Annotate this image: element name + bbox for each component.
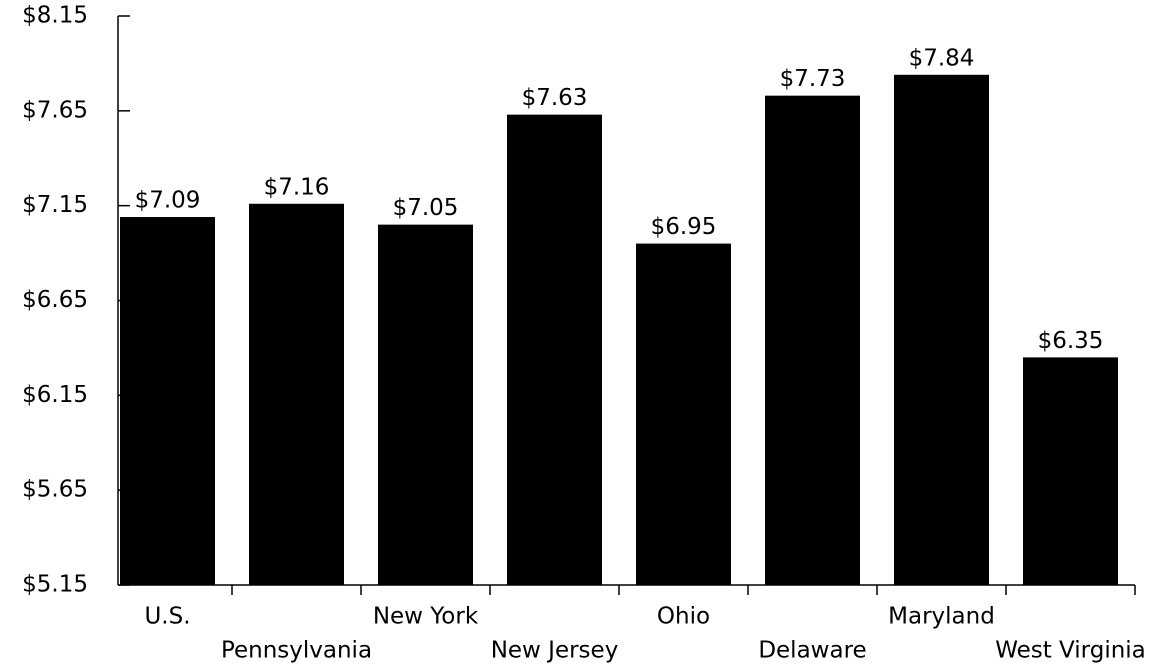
y-tick-label: $8.15 [22, 3, 88, 29]
x-tick-label: Pennsylvania [221, 638, 372, 664]
x-tick-label: New Jersey [491, 638, 619, 664]
x-tick-label: Ohio [657, 604, 710, 630]
value-label: $7.73 [780, 66, 846, 92]
y-tick-label: $7.65 [22, 97, 88, 123]
y-tick-label: $7.15 [22, 192, 88, 218]
value-label: $7.05 [393, 195, 459, 221]
value-label: $7.84 [909, 45, 975, 71]
x-tick-label: West Virginia [995, 638, 1146, 664]
bar [765, 95, 860, 585]
bar [1023, 357, 1118, 585]
y-tick-label: $5.65 [22, 477, 88, 503]
bar [120, 217, 215, 585]
bar [507, 114, 602, 586]
value-label: $7.63 [522, 85, 588, 111]
bar [894, 74, 989, 586]
value-label: $6.95 [651, 214, 717, 240]
bar [636, 243, 731, 585]
x-tick-label: U.S. [144, 604, 190, 630]
value-label: $6.35 [1038, 328, 1104, 354]
bar [249, 203, 344, 585]
x-tick-label: Delaware [758, 638, 866, 664]
y-tick-label: $6.15 [22, 382, 88, 408]
value-label: $7.09 [135, 188, 201, 214]
y-tick-label: $6.65 [22, 287, 88, 313]
x-tick-label: New York [373, 604, 479, 630]
x-tick-label: Maryland [888, 604, 995, 630]
y-tick-label: $5.15 [22, 572, 88, 598]
value-label: $7.16 [264, 174, 330, 200]
bar [378, 224, 473, 585]
